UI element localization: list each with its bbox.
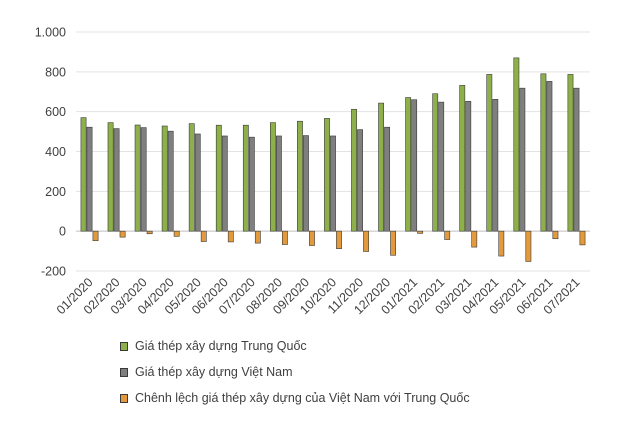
bar-vietnam (303, 135, 309, 232)
bar-vietnam (275, 135, 282, 232)
bar-china (324, 118, 330, 232)
bar-china (188, 123, 195, 232)
bar-vietnam (194, 133, 201, 232)
y-tick-label: 800 (45, 65, 66, 79)
bar-difference (471, 230, 478, 248)
bar-difference (227, 230, 234, 243)
bar-difference (417, 230, 424, 234)
bar-difference (92, 230, 99, 242)
legend-label-vietnam: Giá thép xây dựng Việt Nam (135, 365, 293, 379)
bar-difference (146, 230, 153, 235)
bar-difference (552, 230, 559, 240)
legend-item-difference: Chênh lệch giá thép xây dựng của Việt Na… (120, 385, 470, 411)
bar-vietnam (573, 87, 580, 232)
bar-difference (363, 230, 369, 252)
bar-vietnam (140, 127, 147, 232)
bar-vietnam (86, 126, 93, 232)
bar-difference (281, 230, 288, 245)
bar-china (459, 85, 466, 232)
y-tick-label: -200 (41, 265, 66, 279)
bar-china (486, 74, 493, 232)
y-tick-label: 200 (45, 185, 66, 199)
bar-vietnam (438, 101, 445, 232)
bar-china (351, 108, 357, 232)
legend-swatch-vietnam (120, 367, 128, 377)
bar-china (297, 120, 303, 232)
bar-china (107, 122, 114, 232)
y-tick-label: 1.000 (35, 26, 66, 40)
bar-difference (525, 230, 532, 262)
bar-china (242, 124, 249, 232)
y-tick-label: 400 (45, 145, 66, 159)
bar-vietnam (492, 99, 499, 232)
bar-china (513, 57, 520, 232)
bar-china (540, 73, 547, 232)
legend: Giá thép xây dựng Trung Quốc Giá thép xâ… (120, 333, 470, 411)
bar-difference (498, 230, 505, 257)
legend-swatch-china (120, 341, 128, 351)
bar-china (432, 93, 439, 232)
legend-swatch-difference (120, 393, 128, 403)
legend-item-vietnam: Giá thép xây dựng Việt Nam (120, 359, 470, 385)
bar-vietnam (248, 136, 255, 232)
bar-vietnam (167, 130, 174, 232)
bar-vietnam (357, 129, 363, 232)
bar-vietnam (465, 101, 472, 232)
bar-difference (579, 230, 586, 246)
bar-china (378, 102, 385, 232)
bar-china (215, 124, 222, 232)
bar-difference (119, 230, 126, 238)
bar-vietnam (330, 135, 336, 232)
y-tick-label: 600 (45, 105, 66, 119)
bar-china (405, 97, 412, 232)
bar-china (161, 125, 168, 232)
bar-china (567, 74, 574, 232)
bar-difference (336, 230, 342, 249)
bar-difference (254, 230, 261, 244)
legend-label-china: Giá thép xây dựng Trung Quốc (135, 339, 307, 353)
y-tick-label: 0 (59, 225, 66, 239)
bar-difference (200, 230, 207, 242)
bar-china (134, 124, 141, 232)
bar-vietnam (411, 99, 418, 232)
bar-china (80, 117, 87, 232)
bar-vietnam (221, 135, 228, 232)
bar-china (269, 122, 276, 232)
bar-vietnam (546, 81, 553, 232)
legend-label-difference: Chênh lệch giá thép xây dựng của Việt Na… (135, 391, 470, 405)
bar-difference (173, 230, 180, 237)
bar-difference (309, 230, 315, 246)
bar-vietnam (384, 126, 391, 232)
bar-difference (444, 230, 451, 240)
bar-vietnam (519, 87, 526, 232)
bar-difference (390, 230, 397, 256)
bar-vietnam (113, 128, 120, 232)
legend-item-china: Giá thép xây dựng Trung Quốc (120, 333, 470, 359)
